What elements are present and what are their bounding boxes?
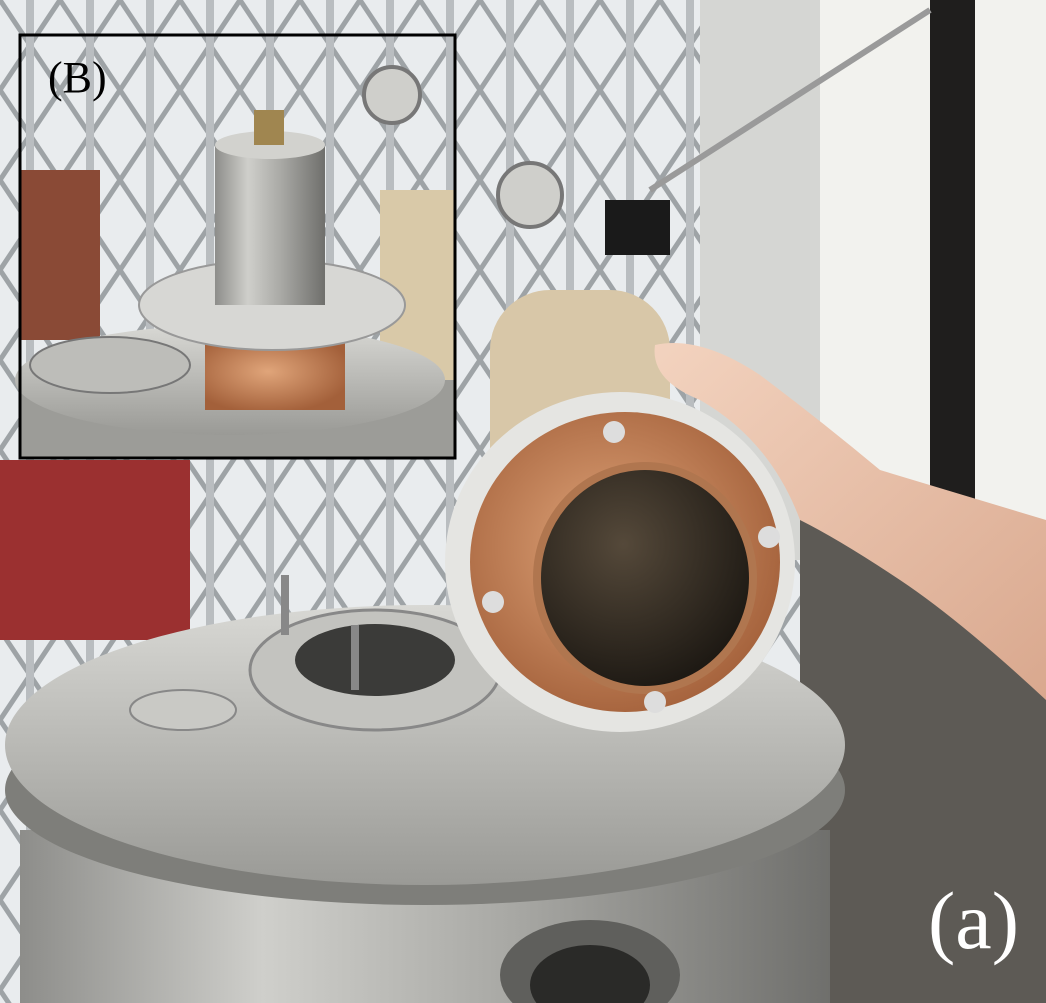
photo: (B) (a): [0, 0, 1046, 1003]
copper-cup: [537, 466, 753, 690]
bolt-hole: [603, 421, 625, 443]
inset-cylinder: [215, 145, 325, 305]
inset-label: (B): [48, 53, 107, 102]
red-bottle: [0, 460, 190, 640]
regulator: [605, 200, 670, 255]
inset-gauge: [364, 67, 420, 123]
blank-plug: [130, 690, 236, 730]
stud: [351, 625, 359, 690]
gauge: [498, 163, 562, 227]
panel-label: (a): [928, 875, 1019, 966]
stud: [281, 575, 289, 635]
flange-opening: [295, 624, 455, 696]
inset-port: [30, 337, 190, 393]
bolt-hole: [482, 591, 504, 613]
bolt-hole: [644, 691, 666, 713]
inset: (B): [15, 35, 455, 458]
inset-bottle: [20, 170, 100, 340]
bolt-hole: [758, 526, 780, 548]
inset-connector: [254, 110, 284, 145]
